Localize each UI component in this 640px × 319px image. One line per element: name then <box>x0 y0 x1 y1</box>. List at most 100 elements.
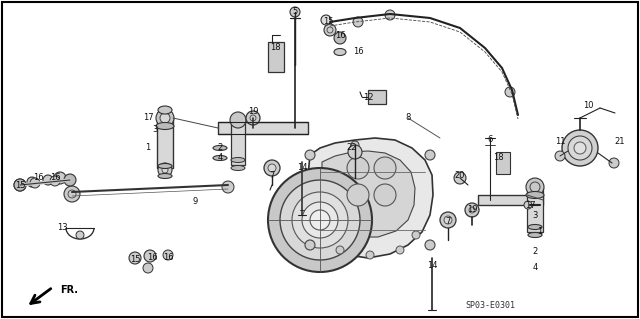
Circle shape <box>144 250 156 262</box>
Text: 3: 3 <box>532 211 538 219</box>
Text: 3: 3 <box>152 125 157 135</box>
Circle shape <box>76 231 84 239</box>
Circle shape <box>14 179 26 191</box>
Circle shape <box>50 176 60 186</box>
Circle shape <box>156 109 174 127</box>
Ellipse shape <box>158 174 172 179</box>
Circle shape <box>353 17 363 27</box>
Circle shape <box>454 172 466 184</box>
Circle shape <box>348 145 362 159</box>
Bar <box>527 187 543 232</box>
Text: 21: 21 <box>615 137 625 146</box>
Circle shape <box>412 231 420 239</box>
Circle shape <box>310 210 330 230</box>
Circle shape <box>444 216 452 224</box>
Text: 19: 19 <box>467 205 477 214</box>
Circle shape <box>526 178 544 196</box>
Text: 18: 18 <box>269 43 280 53</box>
Text: 16: 16 <box>33 174 44 182</box>
Text: SP03-E0301: SP03-E0301 <box>465 300 515 309</box>
Ellipse shape <box>231 158 245 162</box>
Circle shape <box>280 180 360 260</box>
Text: 16: 16 <box>163 254 173 263</box>
Circle shape <box>30 178 40 188</box>
Ellipse shape <box>526 191 544 198</box>
Circle shape <box>396 246 404 254</box>
Text: 18: 18 <box>493 153 503 162</box>
Ellipse shape <box>158 106 172 114</box>
Circle shape <box>268 168 372 272</box>
Bar <box>478 195 543 205</box>
Text: 7: 7 <box>445 218 451 226</box>
Circle shape <box>574 142 586 154</box>
Text: 15: 15 <box>323 18 333 26</box>
Text: 14: 14 <box>427 261 437 270</box>
Text: 1: 1 <box>538 227 543 236</box>
Text: 22: 22 <box>347 144 357 152</box>
Circle shape <box>64 174 76 186</box>
Circle shape <box>465 203 479 217</box>
Bar <box>231 120 245 165</box>
Text: 4: 4 <box>532 263 538 272</box>
Bar <box>496 152 510 174</box>
Text: 11: 11 <box>555 137 565 146</box>
Circle shape <box>302 202 338 238</box>
Circle shape <box>305 240 315 250</box>
Text: 9: 9 <box>193 197 198 206</box>
Polygon shape <box>322 151 415 237</box>
Text: 8: 8 <box>405 114 411 122</box>
Ellipse shape <box>158 164 172 168</box>
Circle shape <box>347 157 369 179</box>
Circle shape <box>230 112 246 128</box>
Bar <box>368 90 386 104</box>
Text: 16: 16 <box>50 174 60 182</box>
Circle shape <box>374 184 396 206</box>
Ellipse shape <box>213 155 227 160</box>
Circle shape <box>334 32 346 44</box>
Ellipse shape <box>528 233 542 238</box>
Circle shape <box>264 160 280 176</box>
Circle shape <box>351 141 359 149</box>
Circle shape <box>505 87 515 97</box>
Text: 16: 16 <box>147 254 157 263</box>
Text: 10: 10 <box>583 100 593 109</box>
Circle shape <box>222 181 234 193</box>
Circle shape <box>268 164 276 172</box>
Circle shape <box>609 158 619 168</box>
Circle shape <box>163 250 173 260</box>
Text: 16: 16 <box>335 31 346 40</box>
Text: 19: 19 <box>248 108 259 116</box>
Text: 17: 17 <box>143 114 154 122</box>
Circle shape <box>555 151 565 161</box>
Ellipse shape <box>213 145 227 151</box>
Circle shape <box>324 24 336 36</box>
Circle shape <box>43 175 53 185</box>
Circle shape <box>366 251 374 259</box>
Circle shape <box>524 201 532 209</box>
Circle shape <box>290 7 300 17</box>
Text: 7: 7 <box>269 170 275 180</box>
Polygon shape <box>306 138 433 258</box>
Text: FR.: FR. <box>60 285 78 295</box>
Text: 15: 15 <box>130 256 140 264</box>
Circle shape <box>14 179 26 191</box>
Circle shape <box>374 157 396 179</box>
Bar <box>268 42 284 72</box>
Ellipse shape <box>231 166 245 170</box>
Circle shape <box>64 186 80 202</box>
Text: 17: 17 <box>525 201 535 210</box>
Ellipse shape <box>528 225 542 229</box>
Circle shape <box>336 246 344 254</box>
Circle shape <box>158 163 172 177</box>
Text: 5: 5 <box>292 8 298 17</box>
Text: 20: 20 <box>455 170 465 180</box>
Text: 2: 2 <box>532 248 538 256</box>
Circle shape <box>292 192 348 248</box>
Circle shape <box>425 150 435 160</box>
Circle shape <box>27 177 37 187</box>
Text: 14: 14 <box>297 164 307 173</box>
Circle shape <box>440 212 456 228</box>
Text: 15: 15 <box>15 181 25 189</box>
Ellipse shape <box>156 122 174 130</box>
Text: 4: 4 <box>218 153 223 162</box>
